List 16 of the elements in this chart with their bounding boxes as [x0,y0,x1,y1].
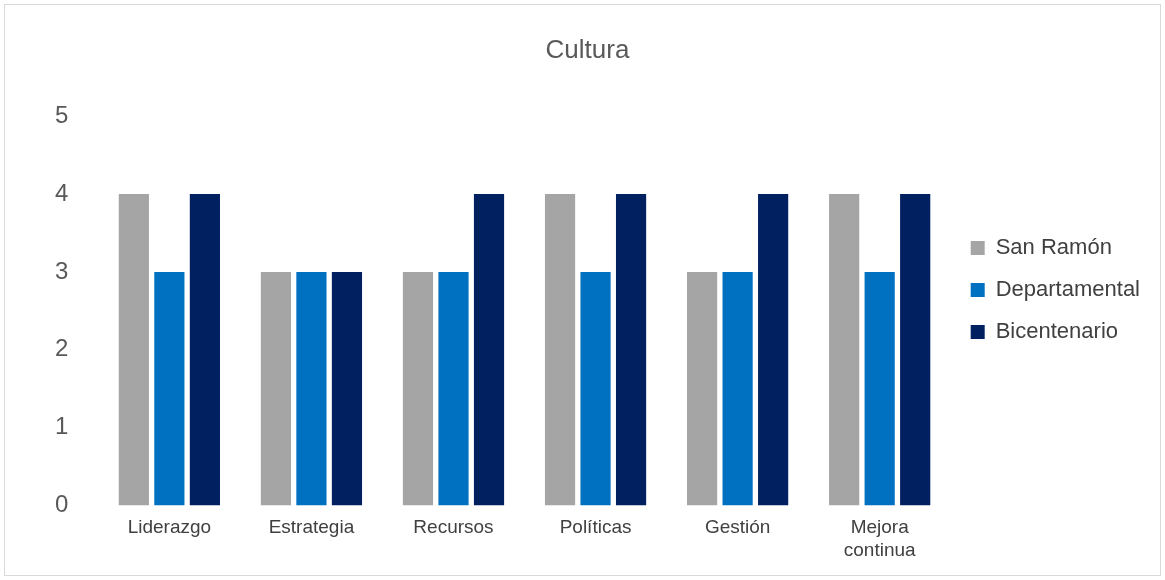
y-tick-label: 2 [54,334,69,362]
x-tick-label: Estrategia [268,516,355,538]
legend-label: Departamental [995,276,1141,302]
x-tick-label: Recursos [413,516,494,538]
legend-label: Bicentenario [995,318,1119,344]
y-tick-label: 0 [54,490,69,518]
y-tick-label: 1 [54,412,69,440]
y-tick-label: 3 [54,256,69,284]
y-tick-label: 4 [54,178,69,206]
y-tick-label: 5 [54,100,69,128]
x-tick-label: Políticas [559,516,632,538]
x-tick-label: Gestión [704,516,771,538]
x-tick-label: Mejora continua [843,516,917,560]
chart-title: Cultura [545,33,630,64]
x-tick-label: Liderazgo [127,516,212,538]
legend-label: San Ramón [995,234,1112,260]
